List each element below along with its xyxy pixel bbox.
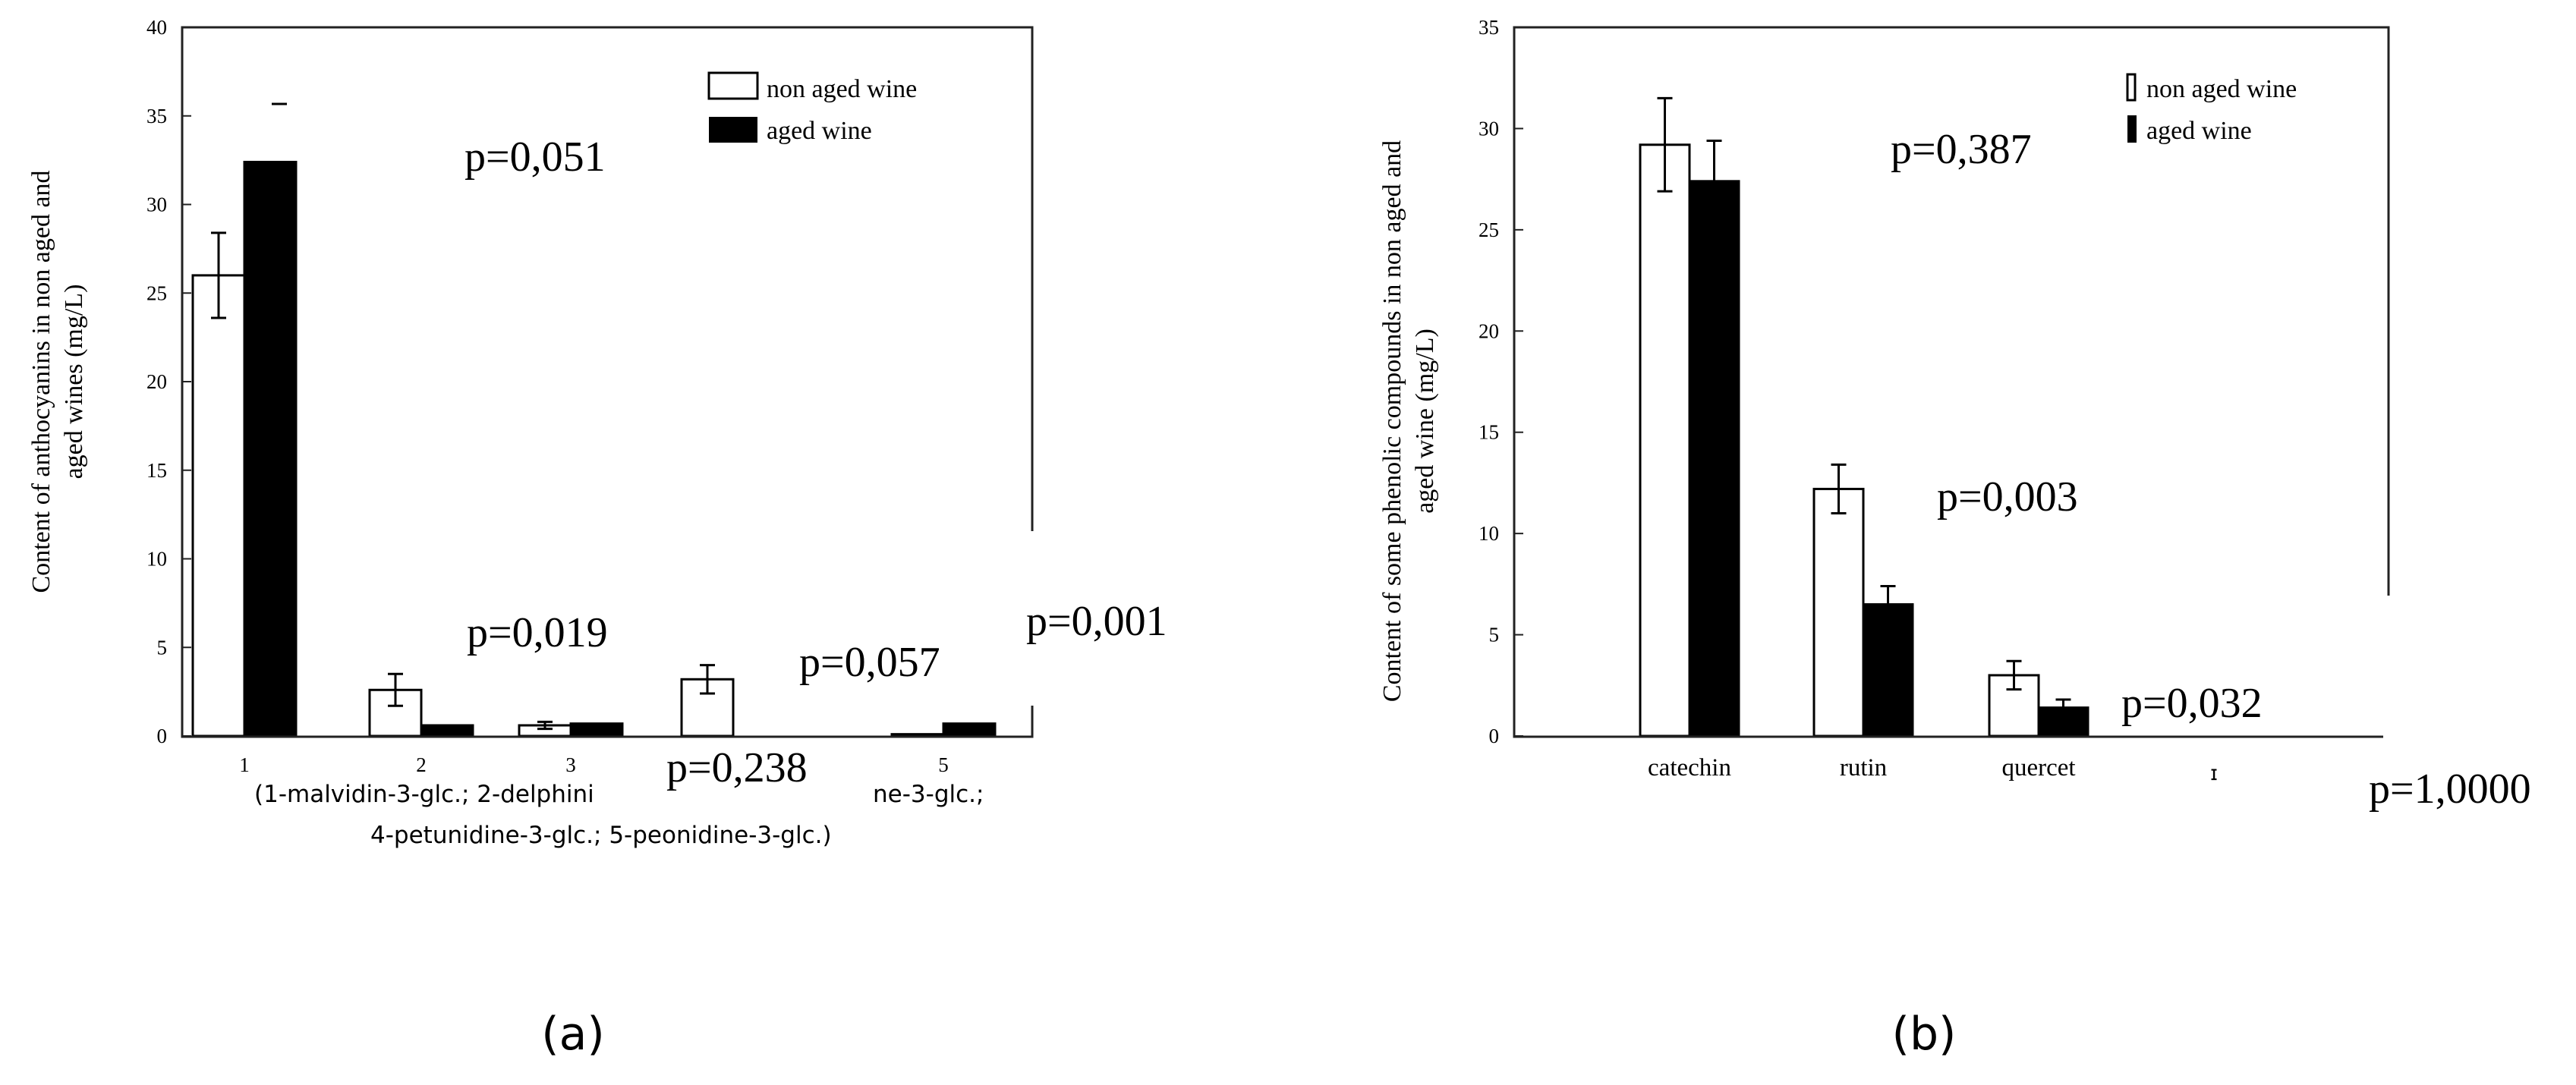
- p-value-2b: p=0,003: [1937, 473, 2078, 520]
- legend-swatch-non-aged-b: [2126, 73, 2137, 102]
- y-axis-label-b-line2: aged wine (mg/L): [1411, 329, 1439, 514]
- y-tick-label: 0: [157, 725, 168, 747]
- y-tick-label: 10: [1479, 522, 1499, 545]
- y-tick-label: 35: [1479, 16, 1499, 39]
- x-axis-ticks-a: 1 2 3 5: [239, 753, 949, 776]
- y-tick-label: 30: [1479, 117, 1499, 140]
- x-axis-note-a-line1b: ne-3-glc.;: [873, 781, 984, 808]
- bar-non-aged: [1812, 487, 1865, 737]
- legend-swatch-aged-a: [709, 117, 757, 143]
- y-axis-ticks-b: 0 5 10 15 20 25 30 35: [1479, 16, 1523, 747]
- y-tick-label: 5: [157, 636, 168, 659]
- y-tick-label: 25: [1479, 219, 1499, 241]
- legend-swatch-aged-b: [2127, 115, 2137, 143]
- x-tick-label: 1: [239, 753, 250, 776]
- y-tick-label: 10: [146, 548, 167, 571]
- x-axis-ticks-b: catechin rutin quercet: [1648, 754, 2076, 782]
- p-value-3b: p=0,032: [2121, 680, 2263, 727]
- legend-b: non aged wine aged wine: [2126, 73, 2297, 145]
- bar-aged: [1688, 180, 1740, 737]
- y-tick-label: 35: [146, 105, 167, 127]
- x-axis-note-a-line2: 4-petunidine-3-glc.; 5-peonidine-3-glc.): [370, 822, 832, 849]
- y-tick-label: 15: [146, 459, 167, 482]
- y-tick-label: 25: [146, 281, 167, 304]
- y-axis-label-b-line1: Content of some phenolic compounds in no…: [1378, 140, 1406, 702]
- x-tick-label: 5: [938, 753, 949, 776]
- y-axis-label-a-line1: Content of anthocyanins in non aged and: [27, 170, 55, 593]
- p-value-3a: p=0,238: [666, 744, 808, 791]
- x-axis-note-a-line1: (1-malvidin-3-glc.; 2-delphini: [254, 781, 594, 808]
- y-axis-ticks-a: 0 5 10 15 20 25 30 35 40: [146, 16, 191, 747]
- y-tick-label: 0: [1489, 725, 1500, 747]
- panel-label-b: (b): [1892, 1008, 1957, 1061]
- legend-label-non-aged-a: non aged wine: [767, 75, 917, 103]
- stray-tick-mark-b: ɪ: [2210, 762, 2218, 785]
- x-tick-label: 2: [416, 753, 427, 776]
- bar-aged: [243, 160, 298, 737]
- p-value-2a: p=0,019: [467, 609, 608, 656]
- bars-b: [1639, 96, 2089, 737]
- y-tick-label: 20: [146, 370, 167, 393]
- p-value-5a: p=0,001: [1026, 598, 1167, 645]
- legend-a: non aged wine aged wine: [707, 71, 917, 145]
- frame-gap-a: [1028, 531, 1044, 706]
- bar-non-aged: [1639, 143, 1691, 737]
- legend-label-aged-a: aged wine: [767, 117, 872, 145]
- y-tick-label: 15: [1479, 421, 1499, 444]
- legend-label-aged-b: aged wine: [2146, 117, 2252, 145]
- y-tick-label: 20: [1479, 319, 1499, 342]
- bars-a: [191, 102, 997, 737]
- frame-gap-b: [2383, 596, 2398, 740]
- bar-non-aged: [191, 274, 246, 737]
- x-tick-label: 3: [565, 753, 576, 776]
- y-tick-label: 5: [1489, 624, 1500, 646]
- bar-aged: [1862, 603, 1914, 737]
- x-tick-label: quercet: [2001, 754, 2075, 782]
- y-axis-label-a-line2: aged wines (mg/L): [60, 285, 88, 480]
- bar-aged: [569, 722, 624, 737]
- p-value-1b: p=0,387: [1891, 126, 2032, 173]
- plot-frame-b: [1513, 26, 2390, 738]
- plot-frame-a: [181, 26, 1034, 738]
- legend-label-non-aged-b: non aged wine: [2146, 75, 2297, 103]
- legend-swatch-non-aged-a: [707, 71, 759, 100]
- p-value-4b: p=1,0000: [2369, 766, 2531, 813]
- chart-panel-b: 0 5 10 15 20 25 30 35 catechin rutin quercet Cont…: [1378, 16, 2531, 1061]
- y-tick-label: 30: [146, 193, 167, 216]
- bar-aged: [942, 722, 997, 737]
- p-value-4a: p=0,057: [799, 639, 940, 686]
- x-tick-label: rutin: [1840, 754, 1887, 782]
- bar-aged: [420, 724, 474, 737]
- panel-label-a: (a): [541, 1008, 605, 1061]
- x-tick-label: catechin: [1648, 754, 1731, 782]
- y-tick-label: 40: [146, 16, 167, 39]
- p-value-1a: p=0,051: [464, 134, 606, 181]
